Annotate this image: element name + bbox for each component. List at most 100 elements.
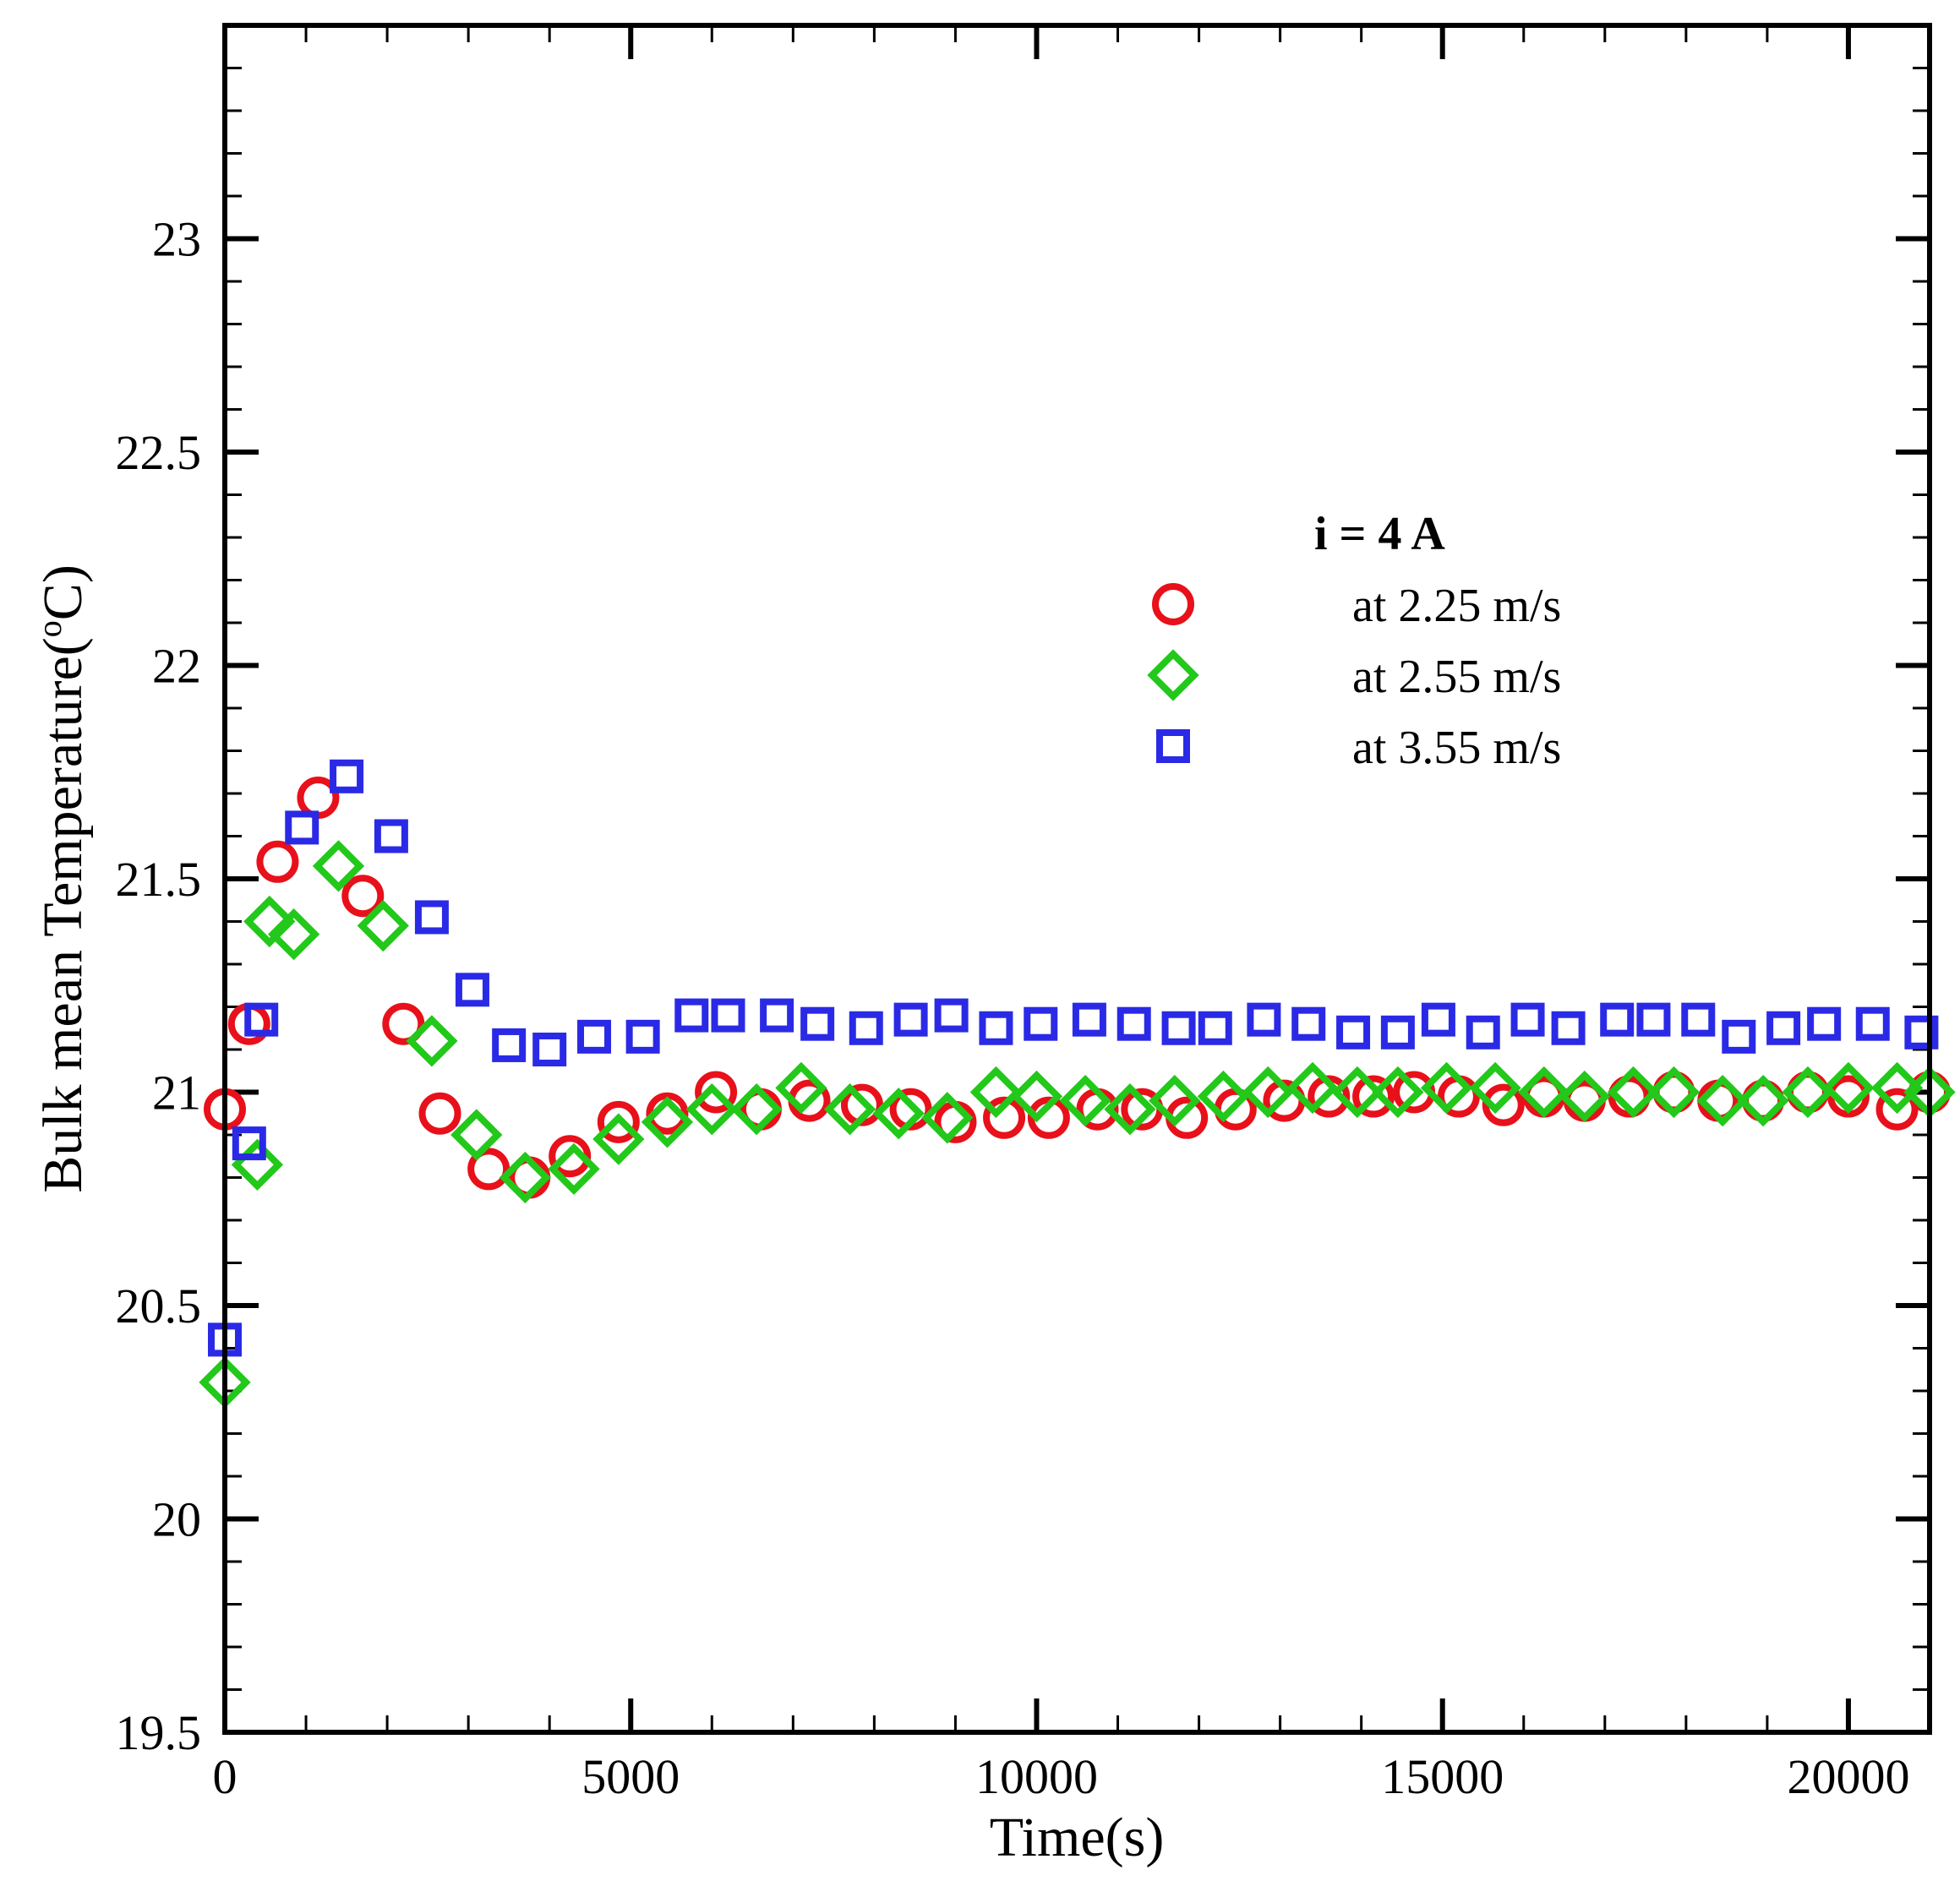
data-point-diamond [1737, 1074, 1789, 1127]
data-point-diamond [592, 1113, 645, 1165]
y-tick-label: 20 [152, 1492, 201, 1547]
legend-items: at 2.25 m/s at 2.55 m/s at 3.55 m/s [1147, 580, 1561, 774]
data-point-diamond [1059, 1074, 1111, 1127]
data-point-square [244, 1002, 279, 1037]
data-point-square [1247, 1002, 1281, 1037]
data-point-square [1116, 1006, 1151, 1041]
data-point-square [1380, 1015, 1415, 1050]
data-point-diamond [1197, 1070, 1250, 1123]
series-square [208, 759, 1939, 1357]
legend-marker-diamond [1147, 649, 1199, 701]
y-tick-labels: 19.5 20 20.5 21 21.5 22 22.5 23 [116, 212, 202, 1761]
data-point-square [1855, 1006, 1890, 1041]
data-point-square [1198, 1011, 1232, 1045]
data-point-diamond [685, 1083, 738, 1136]
data-point-square [532, 1033, 567, 1066]
y-axis-title-end: C) [32, 564, 94, 620]
data-point-square [232, 1126, 266, 1161]
data-point-diamond [499, 1151, 552, 1204]
data-point-diamond [921, 1092, 974, 1144]
data-point-diamond [1372, 1066, 1424, 1119]
data-point-diamond [1469, 1061, 1521, 1115]
data-point-square [893, 1002, 928, 1037]
data-point-diamond [1420, 1061, 1473, 1115]
data-point-diamond [450, 1109, 503, 1161]
data-point-square [577, 1019, 612, 1054]
y-tick-label: 22 [152, 639, 201, 694]
data-point-square [1510, 1002, 1545, 1037]
data-point-diamond [1242, 1066, 1294, 1119]
data-point-diamond [357, 899, 409, 952]
data-point-diamond [1286, 1061, 1339, 1115]
data-point-square [1807, 1006, 1842, 1041]
x-tick-label: 5000 [581, 1749, 680, 1804]
data-point-square [492, 1028, 527, 1062]
data-point-square [711, 998, 745, 1033]
data-point-circle [467, 1148, 510, 1191]
data-point-circle [1352, 1075, 1395, 1118]
data-point-square [330, 759, 364, 793]
data-point-diamond [1559, 1070, 1611, 1123]
data-point-square [800, 1006, 835, 1041]
y-tick-label: 19.5 [116, 1705, 202, 1760]
data-point-diamond [406, 1015, 458, 1067]
data-point-diamond [267, 908, 320, 961]
data-point-square [1421, 1002, 1455, 1037]
data-point-diamond [1607, 1066, 1660, 1119]
legend-label: at 2.55 m/s [1352, 651, 1561, 703]
data-point-square [760, 998, 794, 1033]
data-point-square [934, 998, 969, 1033]
data-point-square [285, 810, 319, 845]
y-tick-label: 21 [152, 1066, 201, 1120]
data-point-diamond [1696, 1074, 1749, 1127]
data-point-diamond [243, 895, 296, 948]
y-tick-label: 20.5 [116, 1279, 202, 1333]
data-point-square [1551, 1011, 1586, 1045]
data-point-circle [549, 1135, 592, 1178]
data-point-circle [597, 1100, 640, 1143]
data-point-square [979, 1011, 1013, 1045]
data-point-diamond [641, 1096, 694, 1148]
legend: i = 4 A at 2.25 m/s at 2.55 m/s at 3.55 m/… [1147, 508, 1561, 774]
x-tick-label: 0 [213, 1749, 237, 1804]
y-tick-label: 23 [152, 212, 201, 267]
data-point-circle [1482, 1083, 1525, 1126]
data-point-diamond [730, 1083, 783, 1136]
data-point-square [1024, 1006, 1058, 1041]
x-tick-labels: 0 5000 10000 15000 20000 [213, 1749, 1910, 1804]
legend-marker-circle [1152, 583, 1194, 625]
data-point-square [1336, 1015, 1371, 1050]
data-point-circle [382, 1002, 425, 1045]
x-axis-title: Time(s) [990, 1807, 1165, 1868]
data-point-diamond [312, 840, 365, 892]
data-point-diamond [823, 1083, 876, 1136]
data-point-square [1636, 1002, 1671, 1037]
data-point-circle [1826, 1075, 1870, 1118]
data-point-square [849, 1011, 883, 1045]
data-point-diamond [1822, 1061, 1875, 1115]
x-tick-label: 20000 [1787, 1749, 1909, 1804]
legend-title: i = 4 A [1314, 508, 1445, 560]
data-point-square [1766, 1011, 1801, 1045]
data-point-square [1722, 1019, 1756, 1054]
data-point-diamond [1647, 1066, 1701, 1119]
data-point-square [1600, 1002, 1635, 1037]
y-tick-label: 22.5 [116, 425, 202, 480]
y-axis-title-degree: o [30, 620, 68, 637]
legend-marker-square [1156, 729, 1190, 763]
data-point-diamond [1149, 1074, 1201, 1127]
legend-label: at 2.25 m/s [1352, 580, 1561, 632]
x-tick-label: 10000 [975, 1749, 1098, 1804]
data-point-diamond [548, 1142, 600, 1196]
data-point-square [374, 819, 408, 853]
data-point-circle [418, 1092, 461, 1135]
plot-frame [222, 23, 1932, 1735]
x-tick-label: 15000 [1381, 1749, 1504, 1804]
data-point-square [1681, 1002, 1716, 1037]
data-point-circle [983, 1096, 1026, 1139]
data-point-diamond [1331, 1066, 1384, 1119]
data-point-circle [695, 1071, 738, 1114]
data-point-diamond [1782, 1066, 1834, 1119]
